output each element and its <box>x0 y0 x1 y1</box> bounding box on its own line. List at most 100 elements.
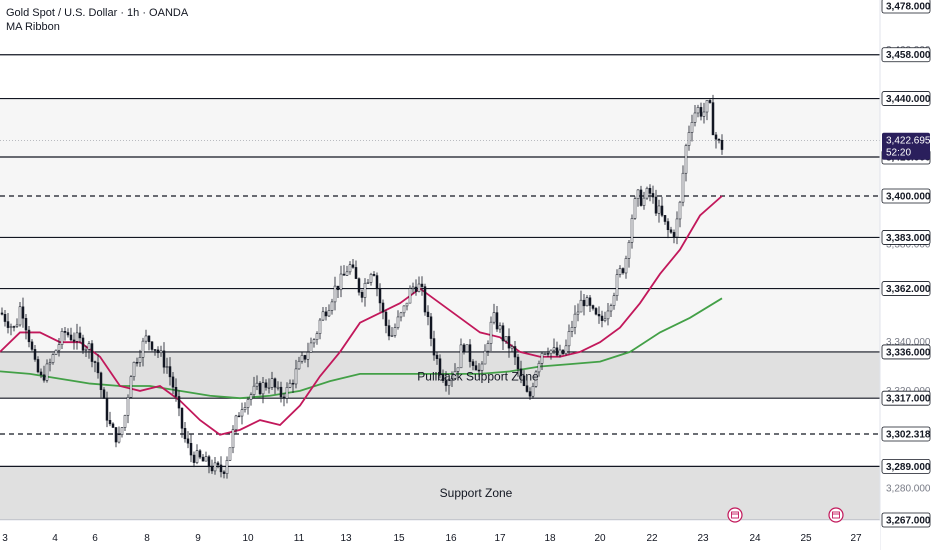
candle-body <box>438 358 442 375</box>
candle-body <box>30 341 34 350</box>
candle-body <box>555 347 559 356</box>
candle-body <box>129 376 133 398</box>
candle-body <box>615 274 619 297</box>
level-tag-10[interactable] <box>881 459 931 474</box>
candle-body <box>714 134 718 140</box>
candle-body <box>507 336 511 349</box>
level-tag-2[interactable] <box>881 91 931 106</box>
candle-body <box>561 349 565 355</box>
candle-body <box>288 382 292 388</box>
level-tag-6[interactable] <box>881 281 931 296</box>
candle-body <box>255 382 259 387</box>
time-tick-label: 3 <box>2 533 8 544</box>
candle-body <box>594 308 598 315</box>
candle-body <box>582 299 586 307</box>
candle-body <box>675 218 679 238</box>
candle-body <box>456 367 460 372</box>
candle-body <box>399 312 403 318</box>
candle-body <box>393 327 397 336</box>
level-tag-label: 3,440.000 <box>886 94 931 105</box>
level-tag-5[interactable] <box>881 230 931 245</box>
candle-body <box>660 205 664 216</box>
candle-body <box>603 318 607 321</box>
candle-body <box>345 271 349 276</box>
candle-body <box>279 386 283 398</box>
level-tag-0[interactable] <box>881 0 931 14</box>
economic-event-icon[interactable] <box>727 507 743 523</box>
candle-body <box>225 460 229 474</box>
candle-body <box>72 339 76 342</box>
candle-body <box>237 415 241 418</box>
candle-body <box>420 283 424 287</box>
candle-body <box>174 387 178 397</box>
candle-body <box>195 450 199 463</box>
candle-body <box>480 363 484 371</box>
time-tick-label: 15 <box>393 533 405 544</box>
time-tick-label: 17 <box>494 533 506 544</box>
level-tag-1[interactable] <box>881 47 931 63</box>
candle-body <box>234 415 238 430</box>
candle-body <box>441 374 445 381</box>
candle-body <box>33 349 37 360</box>
candle-body <box>531 386 535 397</box>
candle-body <box>564 345 568 355</box>
candle-body <box>636 189 640 199</box>
candle-body <box>261 382 265 395</box>
candle-body <box>219 464 223 473</box>
level-tag-8[interactable] <box>881 390 931 406</box>
time-tick-label: 13 <box>340 533 352 544</box>
candle-body <box>408 288 412 304</box>
candle-body <box>96 362 100 374</box>
candle-body <box>69 334 73 341</box>
level-tag-9[interactable] <box>881 426 931 442</box>
time-tick-label: 8 <box>144 533 150 544</box>
candle-body <box>696 107 700 114</box>
candle-body <box>18 306 22 326</box>
economic-event-icon[interactable] <box>828 507 844 523</box>
symbol-title[interactable]: Gold Spot / U.S. Dollar · 1h · OANDA <box>6 7 189 19</box>
candle-body <box>339 273 343 291</box>
candle-body <box>360 292 364 298</box>
candle-body <box>708 100 712 103</box>
candle-body <box>258 382 262 395</box>
candle-body <box>639 189 643 206</box>
axis-tick-label: 3,280.000 <box>886 483 931 494</box>
candle-body <box>471 361 475 366</box>
candle-body <box>117 434 121 443</box>
candle-body <box>153 349 157 351</box>
level-tag-4[interactable] <box>881 188 931 204</box>
level-tag-11[interactable] <box>881 512 931 528</box>
time-axis[interactable] <box>0 520 880 550</box>
candle-body <box>177 396 181 409</box>
candle-body <box>369 274 373 283</box>
candle-body <box>282 396 286 399</box>
candle-body <box>48 362 52 365</box>
zone-label-0: Pullback Support Zone <box>417 369 539 383</box>
candle-body <box>297 360 301 370</box>
level-tag-label: 3,336.000 <box>886 347 931 358</box>
candle-body <box>396 316 400 328</box>
candle-body <box>3 314 7 322</box>
candle-body <box>699 107 703 117</box>
candle-body <box>21 306 25 319</box>
candle-body <box>42 374 46 381</box>
candle-body <box>213 462 217 472</box>
candle-body <box>702 111 706 117</box>
current-price-tag[interactable] <box>882 132 930 160</box>
candle-body <box>606 310 610 320</box>
indicator-label[interactable]: MA Ribbon <box>6 21 60 33</box>
ma-fast-line[interactable] <box>0 195 723 436</box>
candle-body <box>444 380 448 386</box>
candle-body <box>642 197 646 206</box>
candles <box>0 94 724 479</box>
candle-body <box>51 354 55 363</box>
candle-body <box>150 341 154 350</box>
candle-body <box>612 295 616 306</box>
candle-body <box>249 394 253 400</box>
level-tag-7[interactable] <box>881 344 931 360</box>
candle-body <box>405 302 409 307</box>
candle-body <box>648 187 652 194</box>
candle-body <box>351 264 355 268</box>
